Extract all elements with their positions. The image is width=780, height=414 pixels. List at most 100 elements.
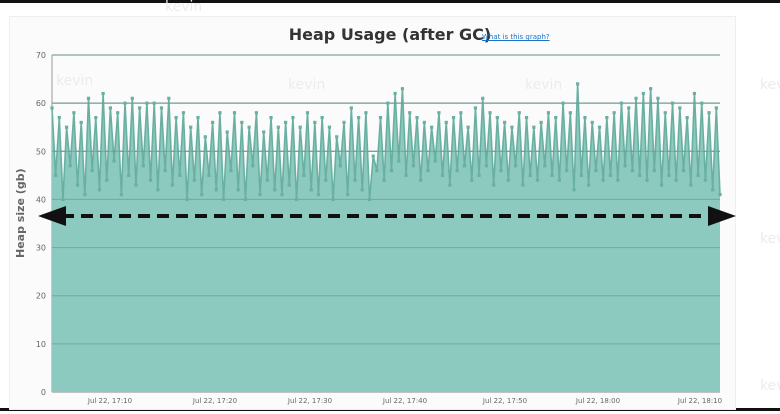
- data-point: [689, 183, 693, 187]
- data-point: [608, 173, 613, 177]
- data-point: [568, 111, 572, 115]
- data-point: [298, 125, 302, 129]
- x-tick-label: Jul 22, 17:10: [87, 397, 132, 405]
- chart-title-text: Heap Usage (after GC): [288, 25, 492, 44]
- data-point: [656, 96, 660, 100]
- data-point: [641, 91, 645, 96]
- data-point: [207, 173, 211, 177]
- data-point: [510, 125, 514, 129]
- data-point: [521, 183, 525, 187]
- data-point: [284, 120, 288, 124]
- data-point: [499, 168, 503, 173]
- data-point: [174, 115, 178, 120]
- x-tick-label: Jul 22, 17:30: [287, 397, 332, 405]
- data-point: [331, 197, 335, 202]
- data-point: [711, 188, 715, 192]
- data-point: [254, 111, 259, 115]
- x-tick-label: Jul 22, 17:20: [192, 397, 237, 405]
- data-point: [404, 173, 408, 177]
- data-point: [605, 115, 609, 120]
- data-point: [360, 188, 364, 192]
- data-point: [663, 111, 667, 115]
- data-point: [583, 115, 587, 120]
- heap-line: [51, 83, 721, 200]
- data-point: [262, 130, 266, 134]
- data-point: [349, 106, 353, 110]
- data-point: [649, 87, 653, 91]
- data-point: [342, 120, 346, 124]
- data-point: [437, 111, 441, 115]
- data-point: [576, 82, 580, 86]
- data-point: [561, 101, 565, 105]
- data-point: [375, 168, 379, 173]
- data-point: [130, 96, 134, 100]
- data-point: [185, 197, 189, 202]
- data-point: [178, 173, 182, 177]
- data-point: [127, 173, 131, 177]
- data-point: [57, 115, 61, 120]
- data-point: [386, 101, 390, 105]
- data-point: [433, 159, 437, 163]
- data-point: [371, 154, 375, 158]
- data-point: [134, 183, 138, 187]
- data-point: [145, 101, 149, 105]
- data-point: [477, 173, 481, 177]
- data-point: [546, 111, 551, 115]
- data-point: [211, 120, 215, 124]
- data-point: [415, 115, 419, 120]
- y-tick-label: 0: [41, 388, 46, 397]
- data-point: [108, 106, 112, 110]
- data-point: [645, 178, 649, 182]
- data-point: [554, 115, 558, 120]
- data-point: [232, 111, 237, 115]
- y-axis-label: Heap size (gb): [14, 168, 27, 258]
- heap-area: [52, 83, 720, 392]
- data-point: [495, 115, 499, 120]
- data-point: [86, 96, 91, 100]
- x-tick-label: Jul 22, 18:10: [677, 397, 722, 405]
- data-point: [718, 193, 722, 197]
- data-point: [243, 197, 248, 202]
- data-point: [419, 178, 423, 182]
- data-point: [539, 120, 543, 124]
- data-point: [247, 125, 251, 129]
- data-point: [367, 197, 372, 202]
- data-point: [590, 120, 594, 124]
- data-point: [309, 188, 313, 192]
- data-point: [532, 125, 536, 129]
- heap-usage-chart: 0 10 20 30 40 50 60 70 Jul 22, 17:10 Jul 22, 17:…: [36, 51, 736, 405]
- data-point: [258, 193, 262, 197]
- data-point: [557, 178, 561, 182]
- data-point: [572, 188, 576, 192]
- data-point: [619, 101, 624, 105]
- data-point: [364, 111, 368, 115]
- data-point: [638, 173, 642, 177]
- data-point: [627, 106, 631, 110]
- data-point: [448, 183, 452, 187]
- data-point: [229, 168, 233, 173]
- data-point: [346, 193, 350, 197]
- data-point: [459, 111, 463, 115]
- data-point: [455, 168, 459, 173]
- data-point: [221, 197, 226, 202]
- data-point: [681, 168, 686, 173]
- data-point: [597, 125, 602, 129]
- data-point: [517, 111, 521, 115]
- data-point: [411, 164, 415, 168]
- data-point: [397, 159, 401, 163]
- data-point: [90, 168, 94, 173]
- data-point: [389, 168, 394, 173]
- data-point: [707, 111, 711, 115]
- data-point: [513, 164, 518, 168]
- data-point: [565, 168, 569, 173]
- data-point: [218, 111, 222, 115]
- data-point: [200, 193, 204, 197]
- what-is-this-graph-link[interactable]: What is this graph?: [482, 33, 550, 41]
- data-point: [601, 178, 605, 182]
- data-point: [141, 164, 145, 168]
- data-point: [440, 173, 445, 177]
- data-point: [79, 120, 83, 124]
- data-point: [324, 178, 328, 182]
- data-point: [685, 115, 689, 120]
- data-point: [83, 193, 87, 197]
